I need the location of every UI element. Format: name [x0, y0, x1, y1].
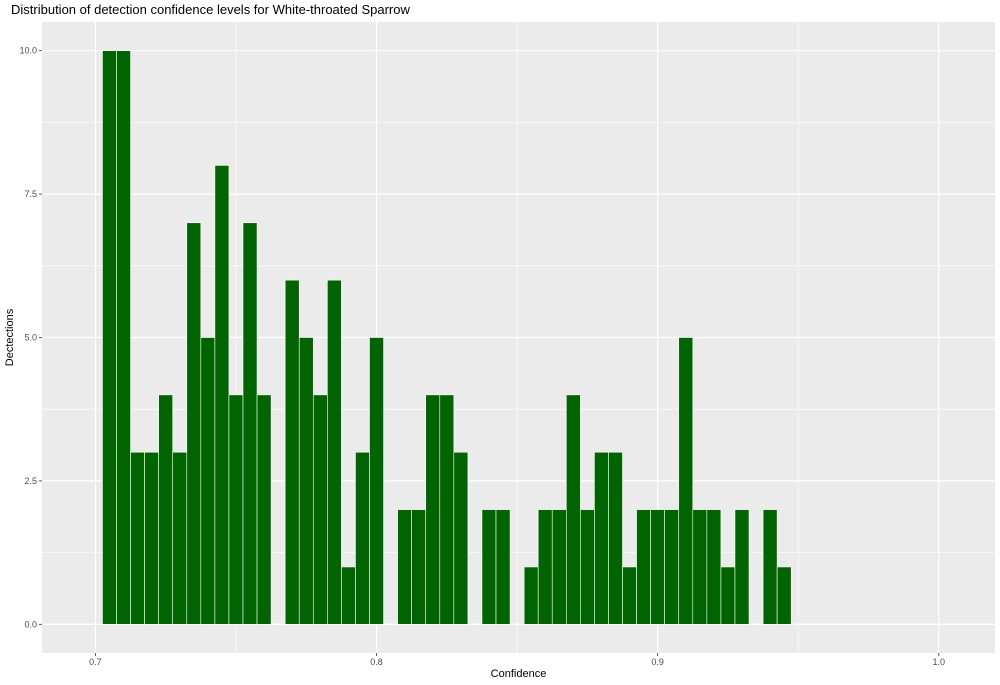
y-tick-label: 10.0	[19, 46, 37, 56]
histogram-bar	[650, 509, 665, 625]
histogram-bar	[256, 394, 272, 625]
histogram-bar	[636, 509, 651, 625]
histogram-bar	[734, 509, 750, 625]
histogram-bar	[439, 394, 455, 625]
histogram-bar	[664, 509, 680, 625]
histogram-bar	[594, 451, 609, 625]
histogram-bar	[341, 566, 356, 625]
histogram-bar	[425, 394, 441, 625]
histogram-bar	[172, 451, 188, 625]
histogram-bar	[537, 509, 553, 625]
y-axis-title: Dectections	[4, 308, 16, 366]
histogram-bar	[144, 451, 159, 625]
histogram-bar	[523, 566, 539, 625]
chart-title: Distribution of detection confidence lev…	[11, 2, 410, 17]
histogram-bar	[397, 509, 412, 625]
x-tick-label: 1.0	[933, 657, 946, 667]
histogram-bar	[776, 566, 792, 625]
histogram-bar	[327, 279, 342, 625]
x-tick-label: 0.9	[651, 657, 664, 667]
histogram-bar	[762, 509, 778, 625]
histogram-bar	[720, 566, 736, 625]
histogram-bar	[312, 394, 328, 625]
histogram-bar	[481, 509, 497, 625]
histogram-bar	[158, 394, 174, 625]
histogram-bar	[228, 394, 244, 625]
y-tick-label: 5.0	[24, 333, 37, 343]
histogram-bar	[284, 279, 300, 625]
histogram-bar	[495, 509, 511, 625]
y-tick-label: 7.5	[24, 189, 37, 199]
histogram-bar	[622, 566, 637, 625]
histogram-bar	[706, 509, 722, 625]
histogram-bar	[551, 509, 567, 625]
histogram-bar	[369, 337, 384, 625]
x-tick-label: 0.8	[370, 657, 383, 667]
histogram-bar	[453, 451, 469, 625]
histogram-bar	[116, 50, 131, 625]
y-tick-label: 2.5	[24, 476, 37, 486]
histogram-bar	[298, 337, 314, 625]
histogram-bar	[102, 50, 117, 625]
histogram-bar	[200, 337, 216, 625]
histogram-bar	[608, 451, 623, 625]
histogram-bar	[355, 451, 370, 625]
histogram-bar	[214, 165, 230, 625]
bars	[102, 50, 792, 625]
x-tick-label: 0.7	[89, 657, 102, 667]
histogram-bar	[242, 222, 258, 625]
x-axis: 0.7 0.8 0.9 1.0	[89, 653, 945, 667]
y-tick-label: 0.0	[24, 619, 37, 629]
y-axis: 0.0 2.5 5.0 7.5 10.0	[19, 46, 42, 629]
histogram-bar	[565, 394, 581, 625]
histogram-bar	[130, 451, 145, 625]
histogram-bar	[692, 509, 708, 625]
histogram-bar	[411, 509, 427, 625]
x-axis-title: Confidence	[491, 668, 547, 680]
histogram-bar	[186, 222, 202, 625]
histogram-bar	[580, 509, 595, 625]
histogram-bar	[678, 337, 694, 625]
